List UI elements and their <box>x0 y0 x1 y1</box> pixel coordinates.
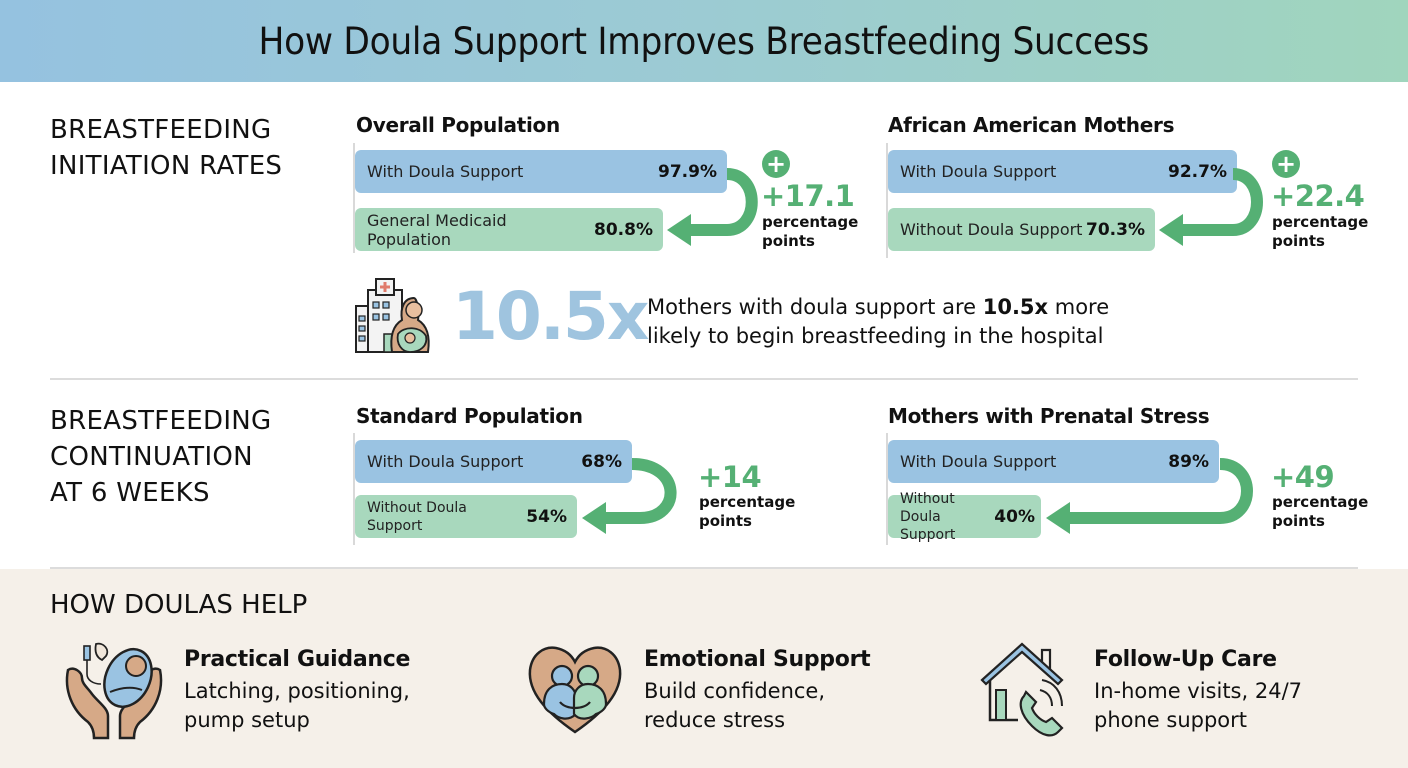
bar-label-line: Without Doula <box>367 499 467 516</box>
home-phone-icon <box>980 642 1064 737</box>
bar-value: 70.3% <box>1086 219 1145 240</box>
bar-with-doula-stress: With Doula Support 89% <box>888 440 1219 483</box>
section-title-line: BREASTFEEDING <box>50 115 272 145</box>
initiation-section-title: BREASTFEEDING INITIATION RATES <box>50 112 282 184</box>
plus-icon: + <box>1272 150 1300 178</box>
help-section <box>0 569 1408 768</box>
delta-value: +17.1 <box>761 179 855 213</box>
bar-label-line: Support <box>367 517 423 534</box>
axis-line <box>886 143 888 258</box>
bar-without-doula-overall: General Medicaid Population 80.8% <box>355 208 663 251</box>
section-title-line: BREASTFEEDING <box>50 406 272 436</box>
delta-unit-line: points <box>762 232 815 250</box>
help-item-title: Practical Guidance <box>184 647 411 672</box>
delta-unit: percentage points <box>1272 493 1368 531</box>
bar-label: With Doula Support <box>367 162 524 181</box>
stat-text-bold: 10.5x <box>982 295 1049 319</box>
continuation-section-title: BREASTFEEDING CONTINUATION AT 6 WEEKS <box>50 403 272 511</box>
bar-label: With Doula Support <box>900 452 1057 471</box>
heart-embrace-icon <box>528 646 622 734</box>
bar-label-line: Without Doula <box>900 490 955 525</box>
curved-arrow-icon <box>1159 168 1263 246</box>
help-item-title: Follow-Up Care <box>1094 647 1277 672</box>
section-title-line: INITIATION RATES <box>50 151 283 181</box>
plus-icon: + <box>762 150 790 178</box>
delta-value: +14 <box>698 460 762 494</box>
help-item-desc: Build confidence, reduce stress <box>644 677 825 735</box>
help-item-title: Emotional Support <box>644 647 871 672</box>
axis-line <box>353 143 355 253</box>
help-section-title: HOW DOULAS HELP <box>50 590 308 620</box>
help-desc-line: pump setup <box>184 708 310 732</box>
curved-arrow-icon <box>667 168 758 246</box>
group-title-prenatal-stress: Mothers with Prenatal Stress <box>888 404 1210 428</box>
help-item-desc: Latching, positioning, pump setup <box>184 677 410 735</box>
stat-text-line: likely to begin breastfeeding in the hos… <box>647 324 1104 348</box>
delta-unit-line: points <box>1272 232 1325 250</box>
bar-label: Without Doula Support <box>900 220 1083 239</box>
bar-label: Without Doula Support <box>367 499 467 535</box>
help-item-desc: In-home visits, 24/7 phone support <box>1094 677 1302 735</box>
help-desc-line: Build confidence, <box>644 679 826 703</box>
bar-without-doula-stress: Without Doula Support 40% <box>888 491 1041 543</box>
help-desc-line: In-home visits, 24/7 <box>1094 679 1303 703</box>
bar-label: With Doula Support <box>900 162 1057 181</box>
bar-label: With Doula Support <box>367 452 524 471</box>
delta-unit-line: percentage <box>762 213 859 231</box>
delta-unit: percentage points <box>699 493 795 531</box>
section-divider <box>50 567 1358 569</box>
delta-value: +22.4 <box>1271 179 1365 213</box>
bar-with-doula-overall: With Doula Support 97.9% <box>355 150 727 193</box>
bar-with-doula-standard: With Doula Support 68% <box>355 440 632 483</box>
curved-arrow-icon <box>582 458 677 534</box>
bar-value: 54% <box>526 506 567 527</box>
group-title-standard-population: Standard Population <box>356 404 583 428</box>
delta-unit-line: percentage <box>699 493 796 511</box>
delta-unit-line: percentage <box>1272 493 1369 511</box>
section-divider <box>50 378 1358 380</box>
bar-value: 89% <box>1168 451 1209 472</box>
hands-baby-icon <box>65 642 163 740</box>
delta-unit: percentage points <box>1272 213 1368 251</box>
delta-unit-line: percentage <box>1272 213 1369 231</box>
axis-line <box>886 433 888 545</box>
help-desc-line: phone support <box>1094 708 1248 732</box>
bar-value: 80.8% <box>594 219 653 240</box>
header-banner: How Doula Support Improves Breastfeeding… <box>0 0 1408 82</box>
bar-with-doula-aa: With Doula Support 92.7% <box>888 150 1237 193</box>
stat-text-part: Mothers with doula support are <box>647 295 983 319</box>
bar-label: Without Doula Support <box>900 490 994 544</box>
delta-value: +49 <box>1271 460 1335 494</box>
page-title: How Doula Support Improves Breastfeeding… <box>258 19 1150 63</box>
delta-unit-line: points <box>699 512 752 530</box>
bar-without-doula-aa: Without Doula Support 70.3% <box>888 208 1155 251</box>
help-desc-line: Latching, positioning, <box>184 679 410 703</box>
hospital-mother-icon <box>355 278 430 353</box>
bar-without-doula-standard: Without Doula Support 54% <box>355 495 577 538</box>
bar-label-line: Support <box>900 526 956 543</box>
bar-value: 40% <box>994 506 1035 527</box>
group-title-african-american-mothers: African American Mothers <box>888 113 1175 137</box>
curved-arrow-icon <box>1046 458 1253 534</box>
help-desc-line: reduce stress <box>644 708 786 732</box>
delta-unit-line: points <box>1272 512 1325 530</box>
section-title-line: CONTINUATION <box>50 442 253 472</box>
stat-text-part: more <box>1048 295 1110 319</box>
axis-line <box>353 433 355 545</box>
stat-description: Mothers with doula support are 10.5x mor… <box>647 293 1109 351</box>
big-stat-number: 10.5x <box>452 278 649 355</box>
bar-label: General Medicaid Population <box>367 210 507 249</box>
bar-value: 97.9% <box>658 161 717 182</box>
delta-unit: percentage points <box>762 213 858 251</box>
bar-value: 92.7% <box>1168 161 1227 182</box>
bar-value: 68% <box>581 451 622 472</box>
section-title-line: AT 6 WEEKS <box>50 478 210 508</box>
group-title-overall-population: Overall Population <box>356 113 560 137</box>
